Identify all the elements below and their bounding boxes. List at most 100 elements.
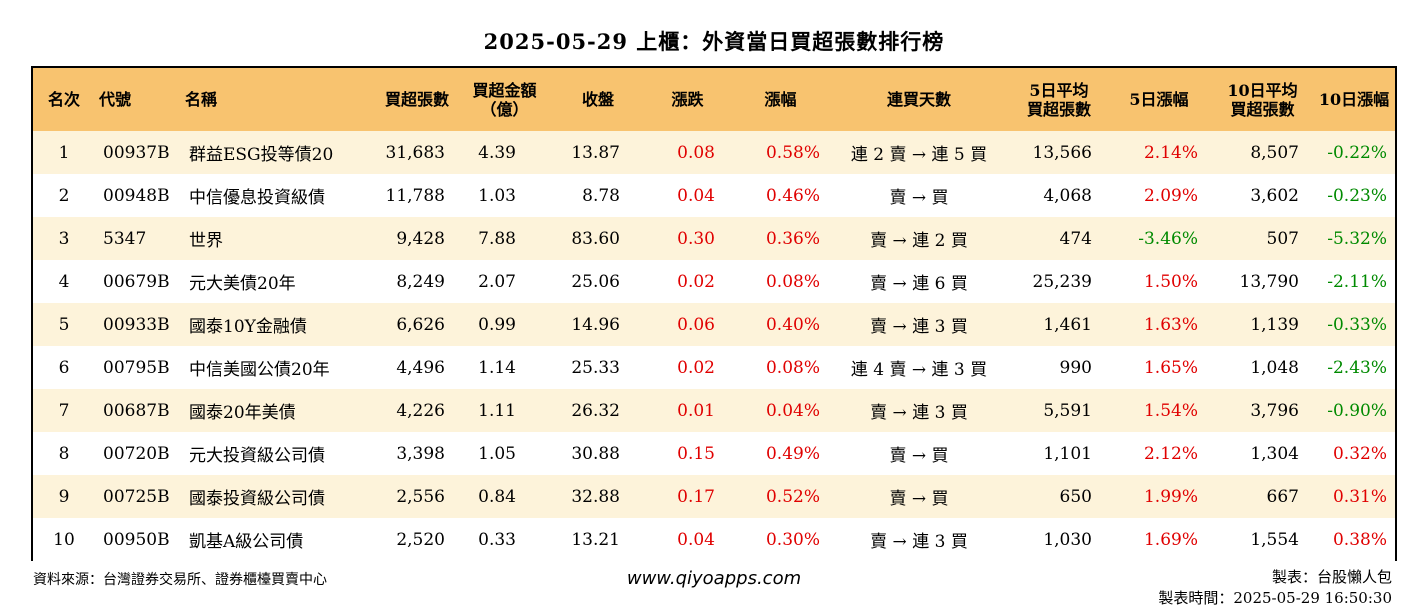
cell-avg10: 1,304 <box>1250 443 1299 464</box>
cell-change-pct: 0.08% <box>765 357 820 378</box>
cell-name: 群益ESG投等債20 <box>189 145 334 165</box>
cell-avg5: 990 <box>1059 357 1092 378</box>
cell-net-buy-lots: 6,626 <box>396 314 445 335</box>
header-net-buy-amount-line1: 買超金額 <box>472 80 537 100</box>
cell-code: 00948B <box>103 185 170 206</box>
cell-name: 世界 <box>189 231 223 251</box>
cell-chg10: 0.38% <box>1332 529 1387 550</box>
author-label: 製表：台股懶人包 <box>1271 568 1392 586</box>
cell-net-buy-amount: 0.84 <box>478 486 516 507</box>
cell-avg10: 1,048 <box>1250 357 1299 378</box>
header-name: 名稱 <box>185 90 218 109</box>
cell-change: 0.17 <box>677 486 715 507</box>
header-change: 漲跌 <box>671 90 704 109</box>
cell-streak: 賣 → 買 <box>889 446 949 466</box>
cell-net-buy-lots: 11,788 <box>385 185 445 206</box>
cell-code: 00950B <box>103 529 170 550</box>
cell-change: 0.04 <box>677 185 715 206</box>
cell-change: 0.01 <box>677 400 715 421</box>
cell-net-buy-amount: 2.07 <box>478 271 516 292</box>
cell-rank: 4 <box>58 271 70 292</box>
cell-chg5: 1.63% <box>1143 314 1198 335</box>
cell-streak: 賣 → 連 3 買 <box>870 403 968 423</box>
cell-chg5: 2.09% <box>1143 185 1198 206</box>
cell-change-pct: 0.04% <box>765 400 820 421</box>
cell-code: 00795B <box>103 357 170 378</box>
table-body: 1 00937B 群益ESG投等債20 31,683 4.39 13.87 0.08 0.58… <box>33 131 1395 561</box>
table-row: 1 00937B 群益ESG投等債20 31,683 4.39 13.87 0.08 0.58… <box>33 131 1395 174</box>
cell-change-pct: 0.30% <box>765 529 820 550</box>
cell-change-pct: 0.08% <box>765 271 820 292</box>
header-avg10-line1: 10日平均 <box>1227 80 1298 100</box>
cell-avg10: 1,554 <box>1250 529 1299 550</box>
cell-net-buy-amount: 7.88 <box>478 228 516 249</box>
cell-chg5: 1.65% <box>1143 357 1198 378</box>
cell-avg10: 13,790 <box>1239 271 1299 292</box>
table-row: 10 00950B 凱基A級公司債 2,520 0.33 13.21 0.04 0.30% 賣 … <box>33 518 1395 561</box>
cell-streak: 賣 → 買 <box>889 489 949 509</box>
cell-net-buy-lots: 4,226 <box>396 400 445 421</box>
header-rank: 名次 <box>47 90 80 109</box>
cell-avg10: 667 <box>1266 486 1299 507</box>
cell-chg5: 1.54% <box>1143 400 1198 421</box>
cell-avg5: 650 <box>1059 486 1092 507</box>
cell-net-buy-amount: 1.14 <box>478 357 516 378</box>
cell-name: 中信優息投資級債 <box>189 188 325 208</box>
cell-chg10: -0.33% <box>1327 314 1387 335</box>
table-row: 3 5347 世界 9,428 7.88 83.60 0.30 0.36% 賣 → 連 2 買 4… <box>33 217 1395 260</box>
cell-change: 0.02 <box>677 271 715 292</box>
cell-name: 國泰投資級公司債 <box>189 489 325 509</box>
cell-net-buy-amount: 0.99 <box>478 314 516 335</box>
cell-change-pct: 0.58% <box>765 142 820 163</box>
cell-net-buy-amount: 4.39 <box>478 142 516 163</box>
website-link[interactable]: www.qiyoapps.com <box>626 568 802 589</box>
cell-close: 13.21 <box>571 529 620 550</box>
cell-net-buy-lots: 2,520 <box>396 529 445 550</box>
header-avg10: 10日平均 買超張數 <box>1212 68 1313 131</box>
cell-chg10: -0.90% <box>1327 400 1387 421</box>
cell-name: 國泰20年美債 <box>189 403 296 423</box>
cell-close: 8.78 <box>582 185 620 206</box>
cell-net-buy-lots: 4,496 <box>396 357 445 378</box>
table-row: 2 00948B 中信優息投資級債 11,788 1.03 8.78 0.04 0.46% 賣 … <box>33 174 1395 217</box>
cell-name: 元大美債20年 <box>189 274 296 294</box>
cell-chg5: -3.46% <box>1138 228 1198 249</box>
cell-net-buy-lots: 9,428 <box>396 228 445 249</box>
data-source: 資料來源：台灣證券交易所、證券櫃檯買賣中心 <box>33 572 327 588</box>
cell-close: 32.88 <box>571 486 620 507</box>
cell-change-pct: 0.36% <box>765 228 820 249</box>
cell-change: 0.15 <box>677 443 715 464</box>
cell-rank: 9 <box>58 486 70 507</box>
page-title: 2025-05-29 上櫃：外資當日買超張數排行榜 <box>483 29 945 54</box>
cell-avg5: 1,101 <box>1043 443 1092 464</box>
header-net-buy-amount: 買超金額 （億） <box>453 68 556 131</box>
table-row: 6 00795B 中信美國公債20年 4,496 1.14 25.33 0.02 0.08% 連… <box>33 346 1395 389</box>
cell-rank: 3 <box>58 228 70 249</box>
cell-code: 00720B <box>103 443 170 464</box>
cell-rank: 10 <box>53 529 75 550</box>
table-row: 8 00720B 元大投資級公司債 3,398 1.05 30.88 0.15 0.49% 賣 … <box>33 432 1395 475</box>
cell-chg10: -0.23% <box>1327 185 1387 206</box>
cell-code: 00679B <box>103 271 170 292</box>
header-close: 收盤 <box>581 90 614 109</box>
cell-close: 26.32 <box>571 400 620 421</box>
cell-avg5: 25,239 <box>1032 271 1092 292</box>
cell-close: 25.33 <box>571 357 620 378</box>
cell-avg5: 1,461 <box>1043 314 1092 335</box>
cell-change-pct: 0.40% <box>765 314 820 335</box>
cell-avg10: 3,796 <box>1250 400 1299 421</box>
header-avg5: 5日平均 買超張數 <box>1012 68 1106 131</box>
cell-change: 0.04 <box>677 529 715 550</box>
cell-chg10: -5.32% <box>1327 228 1387 249</box>
cell-chg5: 1.50% <box>1143 271 1198 292</box>
cell-chg10: -0.22% <box>1327 142 1387 163</box>
cell-change: 0.02 <box>677 357 715 378</box>
cell-streak: 連 4 賣 → 連 3 買 <box>850 360 988 380</box>
ranking-table-container: 名次 代號 名稱 買超張數 買超金額 （億） 收盤 漲跌 漲幅 連買天數 5日平… <box>31 66 1397 561</box>
cell-streak: 賣 → 連 3 買 <box>870 317 968 337</box>
table-row: 9 00725B 國泰投資級公司債 2,556 0.84 32.88 0.17 0.52% 賣 … <box>33 475 1395 518</box>
cell-avg5: 474 <box>1059 228 1092 249</box>
table-row: 4 00679B 元大美債20年 8,249 2.07 25.06 0.02 0.08% 賣 →… <box>33 260 1395 303</box>
cell-streak: 賣 → 買 <box>889 188 949 208</box>
cell-name: 凱基A級公司債 <box>189 532 304 552</box>
